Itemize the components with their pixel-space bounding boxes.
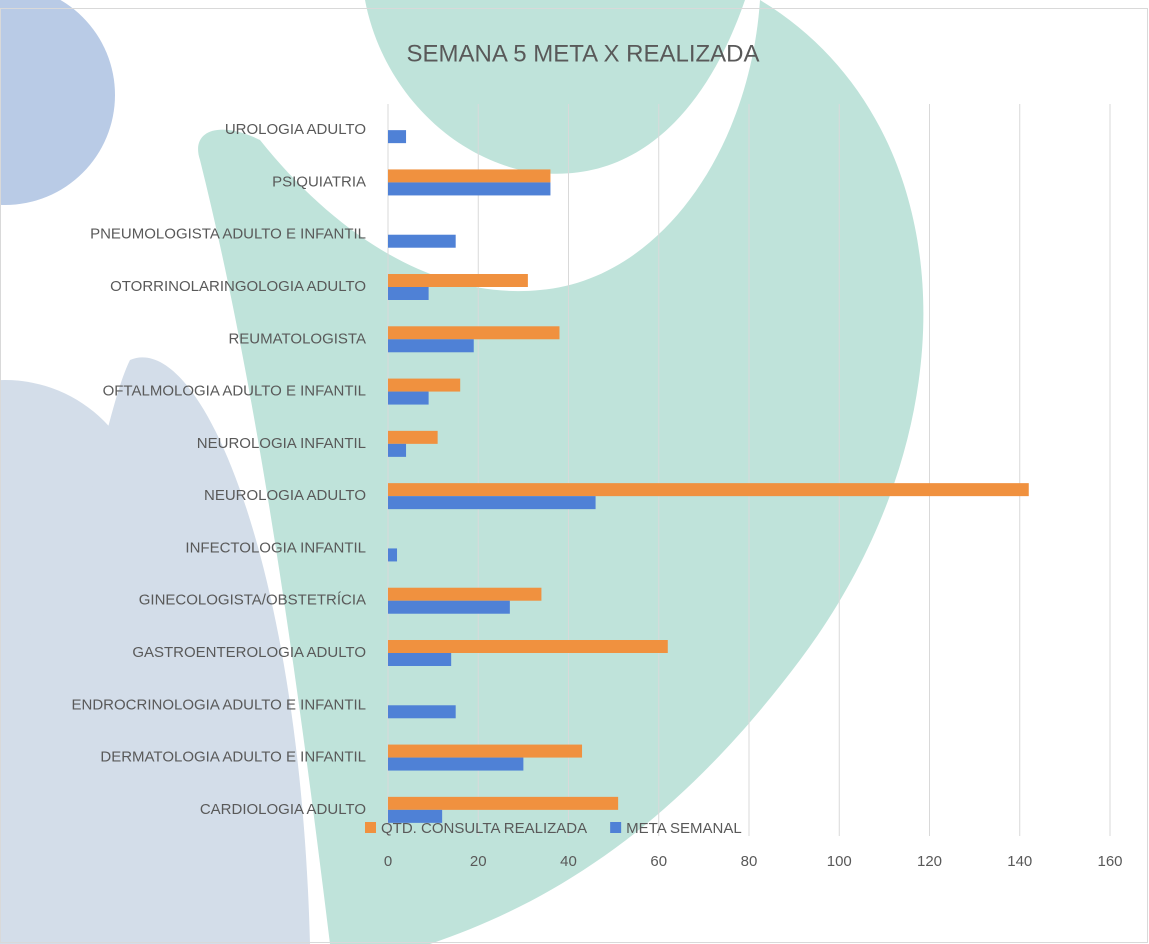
bar: [388, 705, 456, 718]
chart-title: SEMANA 5 META X REALIZADA: [407, 40, 760, 67]
y-tick-label: UROLOGIA ADULTO: [225, 121, 366, 138]
y-tick-label: NEUROLOGIA ADULTO: [204, 487, 366, 504]
x-tick-label: 140: [1007, 853, 1032, 870]
x-tick-label: 80: [741, 853, 758, 870]
bar: [388, 601, 510, 614]
bar: [388, 287, 429, 300]
y-tick-label: CARDIOLOGIA ADULTO: [200, 801, 366, 818]
x-tick-label: 100: [827, 853, 852, 870]
bar: [388, 326, 559, 339]
y-tick-label: OFTALMOLOGIA ADULTO E INFANTIL: [103, 383, 366, 400]
bar: [388, 745, 582, 758]
bar: [388, 130, 406, 143]
y-tick-label: NEUROLOGIA INFANTIL: [197, 435, 366, 452]
bar: [388, 496, 596, 509]
legend-label: QTD. CONSULTA REALIZADA: [381, 820, 587, 837]
bar: [388, 274, 528, 287]
y-tick-label: OTORRINOLARINGOLOGIA ADULTO: [110, 278, 366, 295]
y-tick-label: ENDROCRINOLOGIA ADULTO E INFANTIL: [71, 696, 366, 713]
bar: [388, 588, 541, 601]
x-tick-label: 20: [470, 853, 487, 870]
x-tick-label: 120: [917, 853, 942, 870]
bar: [388, 392, 429, 405]
bar: [388, 758, 523, 771]
bar: [388, 379, 460, 392]
bar: [388, 235, 456, 248]
x-tick-label: 0: [384, 853, 392, 870]
y-tick-label: PSIQUIATRIA: [272, 173, 366, 190]
y-tick-label: REUMATOLOGISTA: [228, 330, 366, 347]
y-tick-label: GINECOLOGISTA/OBSTETRÍCIA: [139, 592, 366, 609]
bar: [388, 483, 1029, 496]
legend-swatch: [610, 822, 621, 833]
bar: [388, 653, 451, 666]
legend-label: META SEMANAL: [626, 820, 742, 837]
y-tick-label: INFECTOLOGIA INFANTIL: [185, 539, 366, 556]
bar: [388, 431, 438, 444]
x-tick-label: 160: [1097, 853, 1122, 870]
x-tick-label: 60: [650, 853, 667, 870]
bar: [388, 444, 406, 457]
chart: SEMANA 5 META X REALIZADA 0 20 40 60 80 100 12…: [0, 0, 1149, 944]
bar: [388, 640, 668, 653]
bar: [388, 182, 550, 195]
y-tick-label: DERMATOLOGIA ADULTO E INFANTIL: [100, 749, 366, 766]
bar: [388, 169, 550, 182]
x-tick-label: 40: [560, 853, 577, 870]
y-tick-label: GASTROENTEROLOGIA ADULTO: [132, 644, 366, 661]
y-tick-label: PNEUMOLOGISTA ADULTO E INFANTIL: [90, 226, 366, 243]
bar: [388, 339, 474, 352]
bar: [388, 797, 618, 810]
legend-swatch: [365, 822, 376, 833]
bar: [388, 548, 397, 561]
